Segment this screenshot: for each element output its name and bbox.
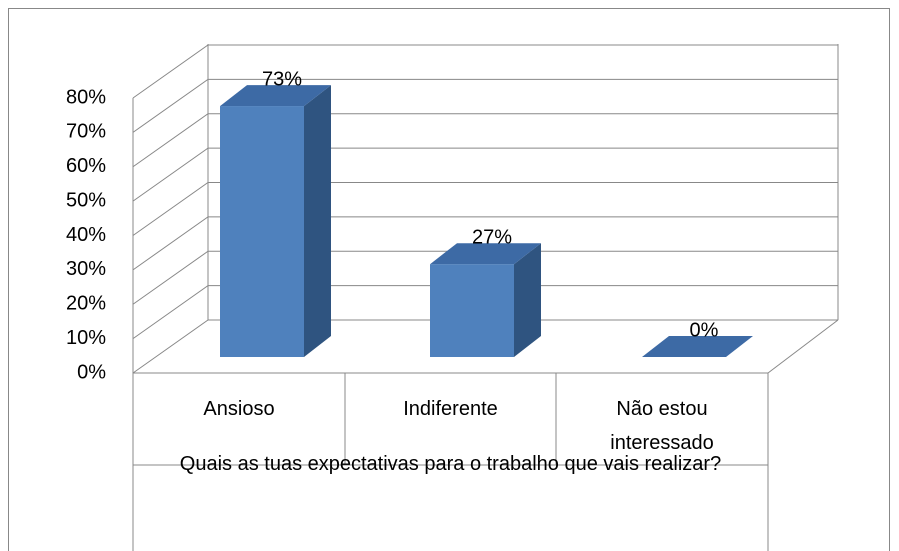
grid-line (132, 147, 838, 202)
y-tick-label: 0% (77, 361, 106, 383)
x-tick-label: Ansioso (203, 398, 275, 420)
y-tick-label: 60% (66, 155, 106, 177)
y-tick-label: 50% (66, 189, 106, 211)
grid-line (132, 113, 838, 168)
grid-line (132, 285, 838, 340)
grid-line (132, 250, 838, 305)
bar (220, 106, 304, 357)
bar-top (220, 85, 331, 107)
value-label: 27% (472, 226, 512, 248)
axis-frame (132, 44, 839, 551)
x-tick-label: Indiferente (403, 398, 498, 420)
y-tick-label: 70% (66, 121, 106, 143)
bar (430, 264, 514, 357)
bar-side (304, 85, 331, 357)
bar-top (642, 336, 753, 357)
grid-line (132, 216, 838, 271)
y-tick-label: 10% (66, 327, 106, 349)
y-tick-label: 20% (66, 293, 106, 315)
chart-border (8, 8, 890, 551)
y-tick-label: 80% (66, 86, 106, 108)
grid-line (132, 44, 838, 99)
y-tick-label: 40% (66, 224, 106, 246)
x-axis-title: Quais as tuas expectativas para o trabal… (179, 453, 722, 475)
grid-line (132, 78, 838, 133)
value-label: 0% (690, 319, 719, 341)
x-tick-label: Não estou interessado (610, 398, 714, 454)
value-label: 73% (262, 68, 302, 90)
grid-line (132, 182, 838, 236)
y-tick-label: 30% (66, 258, 106, 280)
grid-line (132, 319, 838, 374)
bar-side (514, 243, 541, 357)
bar-top (430, 243, 541, 265)
